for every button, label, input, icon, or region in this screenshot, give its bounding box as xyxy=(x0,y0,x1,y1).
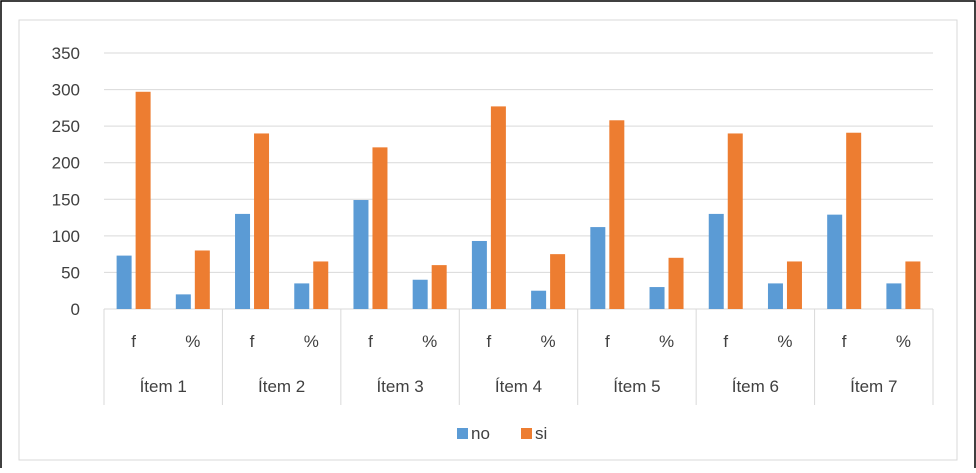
bars xyxy=(116,91,921,309)
plot-area-border xyxy=(18,19,958,461)
bar-si xyxy=(786,261,802,309)
bar-si xyxy=(372,147,388,309)
bar-no xyxy=(767,283,783,309)
group-label: Ítem 5 xyxy=(613,377,660,396)
gridlines xyxy=(104,52,933,310)
x-tick-label: f xyxy=(250,332,255,351)
bar-no xyxy=(175,294,191,309)
bar-no xyxy=(531,290,547,309)
x-tick-label: % xyxy=(541,332,556,351)
bar-si xyxy=(431,265,447,309)
x-tick-label: f xyxy=(605,332,610,351)
y-axis-tick-labels: 0 50 100 150 200 250 300 350 xyxy=(52,44,80,319)
x-tick-label: % xyxy=(185,332,200,351)
bar-si xyxy=(727,133,743,309)
bar-si xyxy=(194,250,210,309)
group-label: Ítem 1 xyxy=(140,377,187,396)
group-label: Ítem 4 xyxy=(495,377,542,396)
x-tick-label: f xyxy=(368,332,373,351)
bar-no xyxy=(471,240,487,309)
bar-si xyxy=(313,261,329,309)
bar-si xyxy=(490,106,506,309)
bar-no xyxy=(886,283,902,309)
x-axis: f% f% f% f% f% f% f % Ítem 1 Ítem 2 Ítem 3 Ítem 4 Ít… xyxy=(103,309,934,405)
bar-no xyxy=(294,283,310,309)
y-tick-label: 200 xyxy=(52,154,80,173)
x-tick-label: % xyxy=(659,332,674,351)
bar-si xyxy=(254,133,270,309)
x-tick-label: % xyxy=(777,332,792,351)
x-tick-label: f xyxy=(842,332,847,351)
legend: no si xyxy=(457,424,547,443)
bar-no xyxy=(649,287,665,309)
bar-no xyxy=(235,213,251,309)
group-label: Ítem 7 xyxy=(850,377,897,396)
x-tick-label: % xyxy=(422,332,437,351)
legend-swatch-si xyxy=(521,428,532,439)
bar-no xyxy=(353,200,369,309)
x-tick-label: f xyxy=(723,332,728,351)
group-label: Ítem 3 xyxy=(376,377,423,396)
group-label: Ítem 6 xyxy=(732,377,779,396)
y-tick-label: 250 xyxy=(52,117,80,136)
y-tick-label: 0 xyxy=(71,300,80,319)
y-tick-label: 350 xyxy=(52,44,80,63)
bar-no xyxy=(412,279,428,309)
x-tick-label: % xyxy=(304,332,319,351)
bar-no xyxy=(116,255,132,309)
bar-no xyxy=(590,227,606,309)
bar-si xyxy=(668,257,684,309)
legend-swatch-no xyxy=(457,428,468,439)
x-tick-label: % xyxy=(896,332,911,351)
bar-si xyxy=(550,254,566,309)
bar-si xyxy=(846,132,862,309)
y-tick-label: 100 xyxy=(52,227,80,246)
bar-no xyxy=(708,213,724,309)
legend-label-si: si xyxy=(535,424,547,443)
y-tick-label: 300 xyxy=(52,81,80,100)
bar-si xyxy=(905,261,921,309)
bar-no xyxy=(827,214,843,309)
legend-label-no: no xyxy=(471,424,490,443)
x-tick-label: f xyxy=(487,332,492,351)
bar-si xyxy=(135,91,151,309)
y-tick-label: 50 xyxy=(61,263,80,282)
bar-si xyxy=(609,120,625,309)
y-tick-label: 150 xyxy=(52,190,80,209)
x-tick-label: f xyxy=(131,332,136,351)
group-label: Ítem 2 xyxy=(258,377,305,396)
